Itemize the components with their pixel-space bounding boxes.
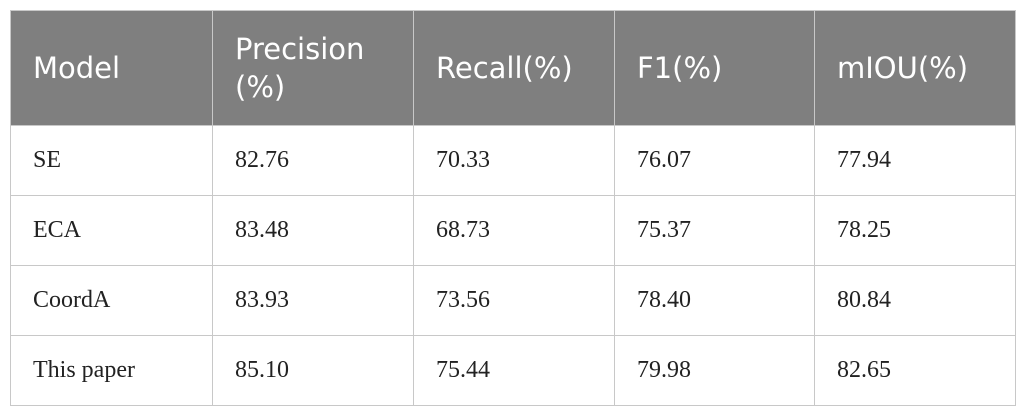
row-label: SE [10, 125, 213, 196]
table-cell: 77.94 [814, 125, 1016, 196]
table-cell: 82.76 [212, 125, 414, 196]
table-cell: 83.93 [212, 265, 414, 336]
table-cell: 68.73 [413, 195, 615, 266]
table-row: This paper 85.10 75.44 79.98 82.65 [10, 335, 1016, 406]
table-cell: 80.84 [814, 265, 1016, 336]
header-cell: F1(%) [614, 10, 815, 126]
table-cell: 76.07 [614, 125, 815, 196]
header-cell: Recall(%) [413, 10, 615, 126]
header-cell: Precision (%) [212, 10, 414, 126]
table-cell: 73.56 [413, 265, 615, 336]
table-body: SE 82.76 70.33 76.07 77.94 ECA 83.48 68.73 75.37… [10, 125, 1016, 406]
table-row: SE 82.76 70.33 76.07 77.94 [10, 125, 1016, 196]
row-label: This paper [10, 335, 213, 406]
table-cell: 70.33 [413, 125, 615, 196]
data-table: Model Precision (%) Recall(%) F1(%) mIOU(%) … [10, 10, 1016, 406]
header-row: Model Precision (%) Recall(%) F1(%) mIOU(%) [10, 10, 1016, 126]
table-cell: 79.98 [614, 335, 815, 406]
row-label: CoordA [10, 265, 213, 336]
header-cell: mIOU(%) [814, 10, 1016, 126]
table-row: ECA 83.48 68.73 75.37 78.25 [10, 195, 1016, 266]
table-cell: 75.44 [413, 335, 615, 406]
table-row: CoordA 83.93 73.56 78.40 80.84 [10, 265, 1016, 336]
table-cell: 85.10 [212, 335, 414, 406]
table-cell: 75.37 [614, 195, 815, 266]
table-cell: 78.25 [814, 195, 1016, 266]
row-label: ECA [10, 195, 213, 266]
table-cell: 78.40 [614, 265, 815, 336]
table-cell: 83.48 [212, 195, 414, 266]
table-cell: 82.65 [814, 335, 1016, 406]
header-cell: Model [10, 10, 213, 126]
